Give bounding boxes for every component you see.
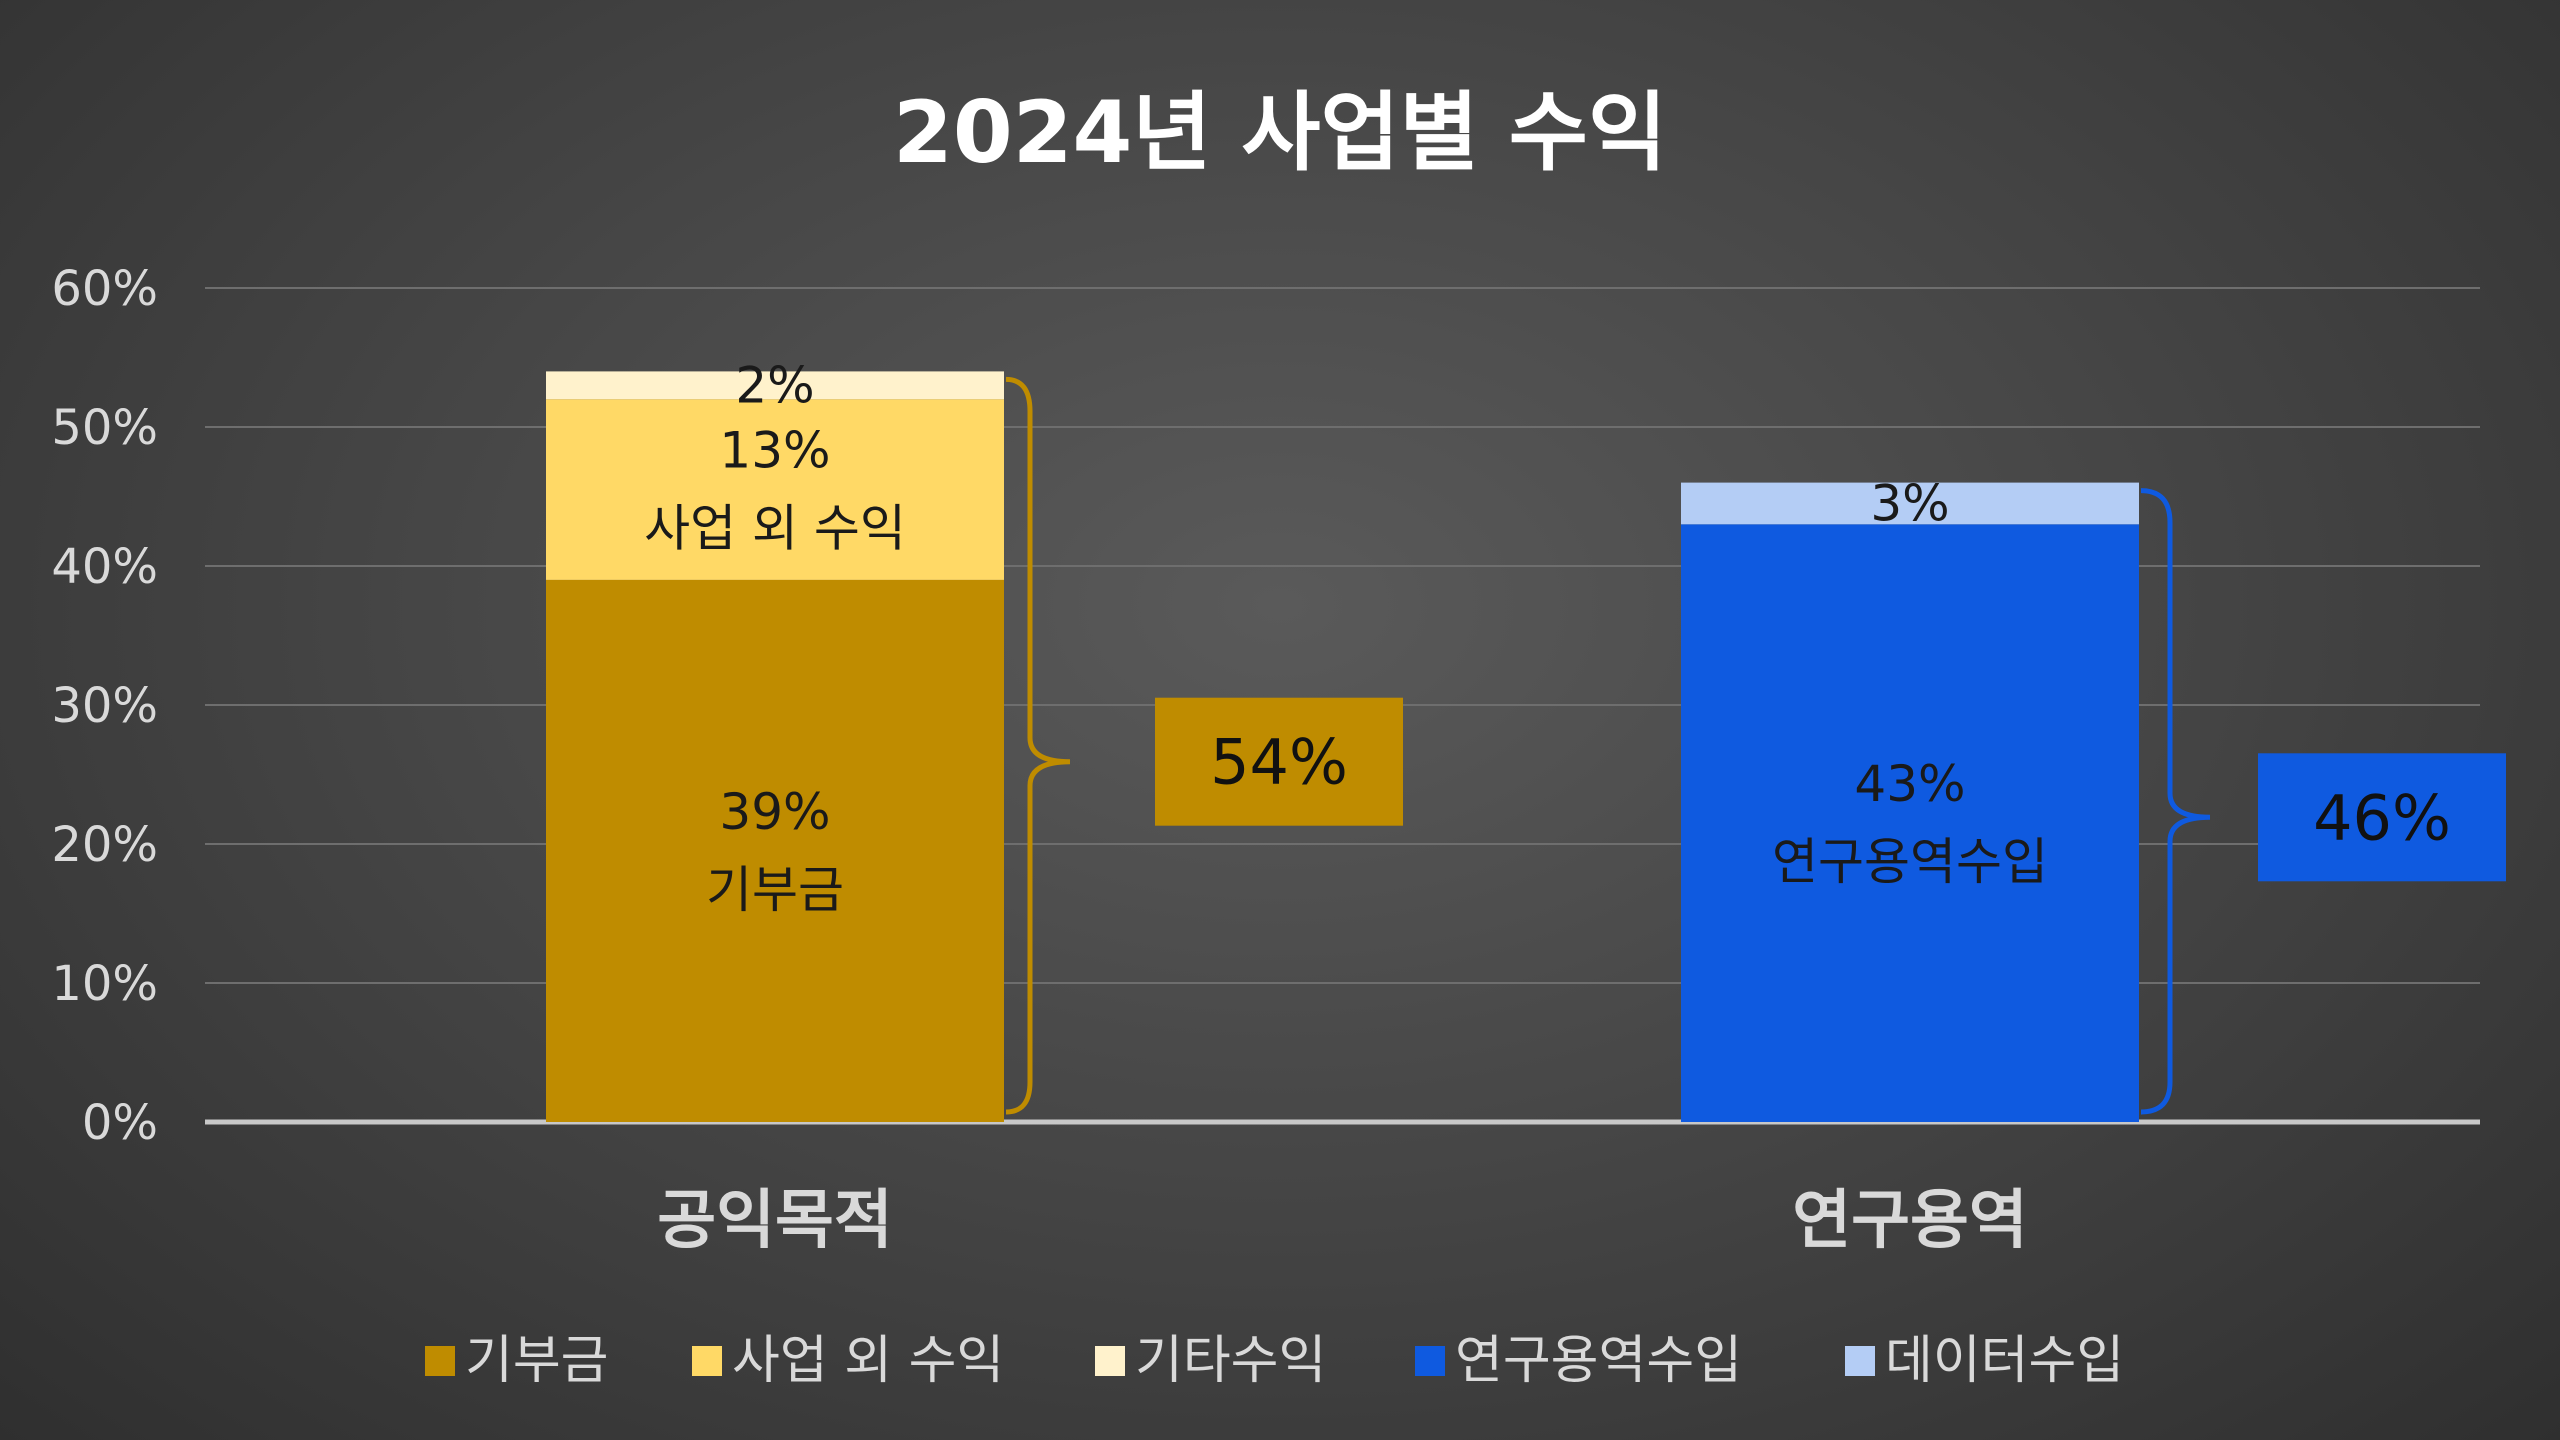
- x-category-label: 공익목적: [657, 1184, 893, 1258]
- data-label: 43%: [1854, 755, 1965, 813]
- total-brackets: 54% 46%: [1005, 376, 2506, 1115]
- y-axis-ticks: 0% 10% 20% 30% 40% 50% 60%: [51, 261, 158, 1151]
- y-tick-label: 20%: [51, 817, 158, 873]
- x-axis-categories: 공익목적 연구용역: [657, 1184, 2028, 1258]
- data-label: 사업 외 수익: [644, 500, 906, 558]
- total-box: [2258, 753, 2506, 882]
- data-label: 기부금: [706, 861, 844, 919]
- data-label: 2%: [735, 356, 814, 414]
- y-tick-label: 10%: [51, 956, 158, 1012]
- legend-label: 연구용역수입: [1455, 1331, 1742, 1391]
- legend-swatch: [1415, 1346, 1445, 1376]
- total-label: 54%: [1210, 726, 1348, 799]
- data-label: 3%: [1870, 474, 1949, 532]
- legend-swatch: [692, 1346, 722, 1376]
- y-tick-label: 60%: [51, 261, 158, 317]
- bar-segment: [546, 371, 1004, 400]
- legend-label: 기부금: [465, 1331, 609, 1391]
- y-tick-label: 50%: [51, 400, 158, 456]
- data-label: 13%: [719, 422, 830, 480]
- legend-swatch: [1095, 1346, 1125, 1376]
- y-tick-label: 30%: [51, 678, 158, 734]
- data-label: 연구용역수입: [1772, 833, 2048, 891]
- total-label: 46%: [2313, 781, 2451, 854]
- legend-swatch: [425, 1346, 455, 1376]
- total-bracket: [2140, 488, 2211, 1115]
- chart-title: 2024년 사업별 수익: [893, 83, 1667, 183]
- data-label: 39%: [719, 783, 830, 841]
- bar-segment: [1681, 524, 2139, 1122]
- legend-label: 기타수익: [1135, 1331, 1326, 1391]
- x-category-label: 연구용역: [1792, 1184, 2028, 1258]
- legend-label: 데이터수입: [1885, 1331, 2124, 1391]
- total-bracket: [1005, 376, 1071, 1115]
- legend-swatch: [1845, 1346, 1875, 1376]
- y-tick-label: 0%: [82, 1095, 158, 1151]
- bar-segment: [546, 399, 1004, 580]
- bar-segment: [1681, 482, 2139, 525]
- bars: 39% 기부금 13% 사업 외 수익 2% 43% 연구용역수입 3%: [546, 356, 2139, 1122]
- legend-label: 사업 외 수익: [732, 1331, 1004, 1391]
- bar-segment: [546, 579, 1004, 1122]
- total-box: [1155, 697, 1403, 826]
- legend: 기부금 사업 외 수익 기타수익 연구용역수입 데이터수입: [425, 1331, 2124, 1391]
- y-tick-label: 40%: [51, 539, 158, 595]
